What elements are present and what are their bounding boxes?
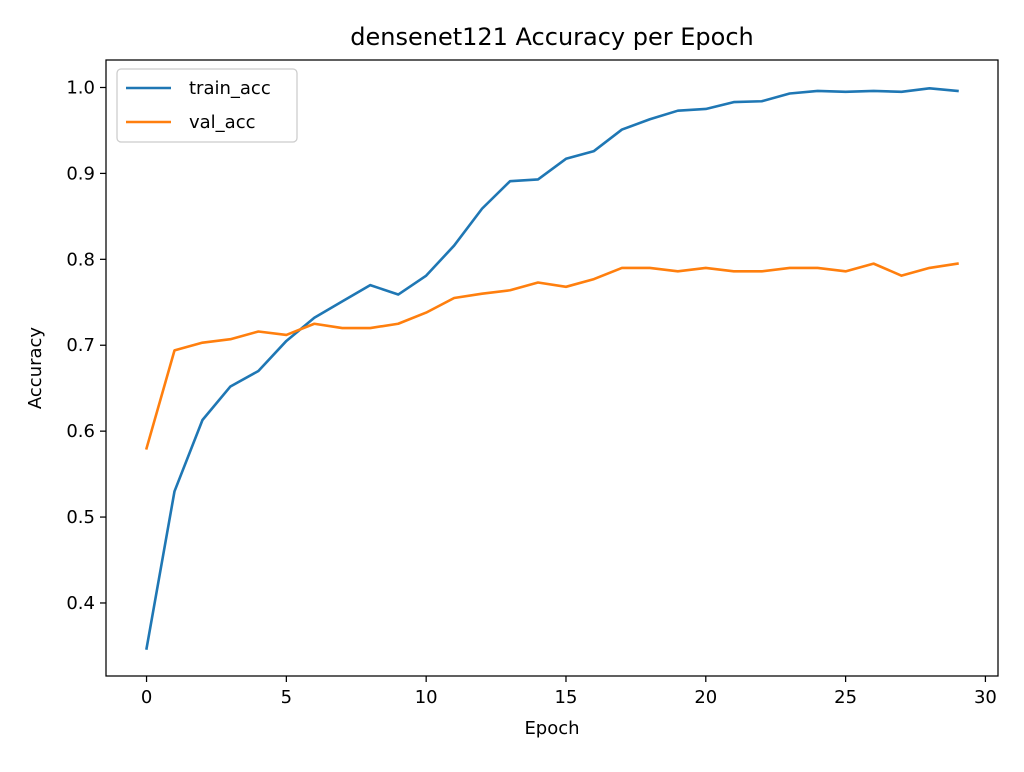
y-tick-label: 0.6 xyxy=(66,421,95,442)
y-tick-label: 1.0 xyxy=(66,77,95,98)
y-axis: 0.4 0.5 0.6 0.7 0.8 0.9 1.0 xyxy=(66,77,106,614)
series-layer xyxy=(144,87,959,651)
y-tick-label: 0.8 xyxy=(66,249,95,270)
legend-entry: val_acc xyxy=(189,112,256,133)
x-axis: 0 5 10 15 20 25 30 xyxy=(141,676,997,708)
y-tick-label: 0.7 xyxy=(66,335,95,356)
legend-entry: train_acc xyxy=(189,78,271,99)
y-tick-label: 0.4 xyxy=(66,593,95,614)
series-line-train-acc xyxy=(145,87,959,651)
y-tick-label: 0.5 xyxy=(66,507,95,528)
y-tick-label: 0.9 xyxy=(66,163,95,184)
series-line-val-acc xyxy=(144,262,959,450)
y-axis-label: Accuracy xyxy=(25,327,46,410)
plot-frame xyxy=(105,59,999,677)
x-tick-label: 20 xyxy=(694,687,717,708)
x-tick-label: 25 xyxy=(834,687,857,708)
legend: train_acc val_acc xyxy=(116,68,298,143)
x-tick-label: 15 xyxy=(555,687,578,708)
x-tick-label: 5 xyxy=(281,687,292,708)
x-tick-label: 10 xyxy=(415,687,438,708)
x-tick-label: 0 xyxy=(141,687,152,708)
chart-title: densenet121 Accuracy per Epoch xyxy=(350,23,754,51)
x-tick-label: 30 xyxy=(974,687,997,708)
x-axis-label: Epoch xyxy=(524,718,579,739)
